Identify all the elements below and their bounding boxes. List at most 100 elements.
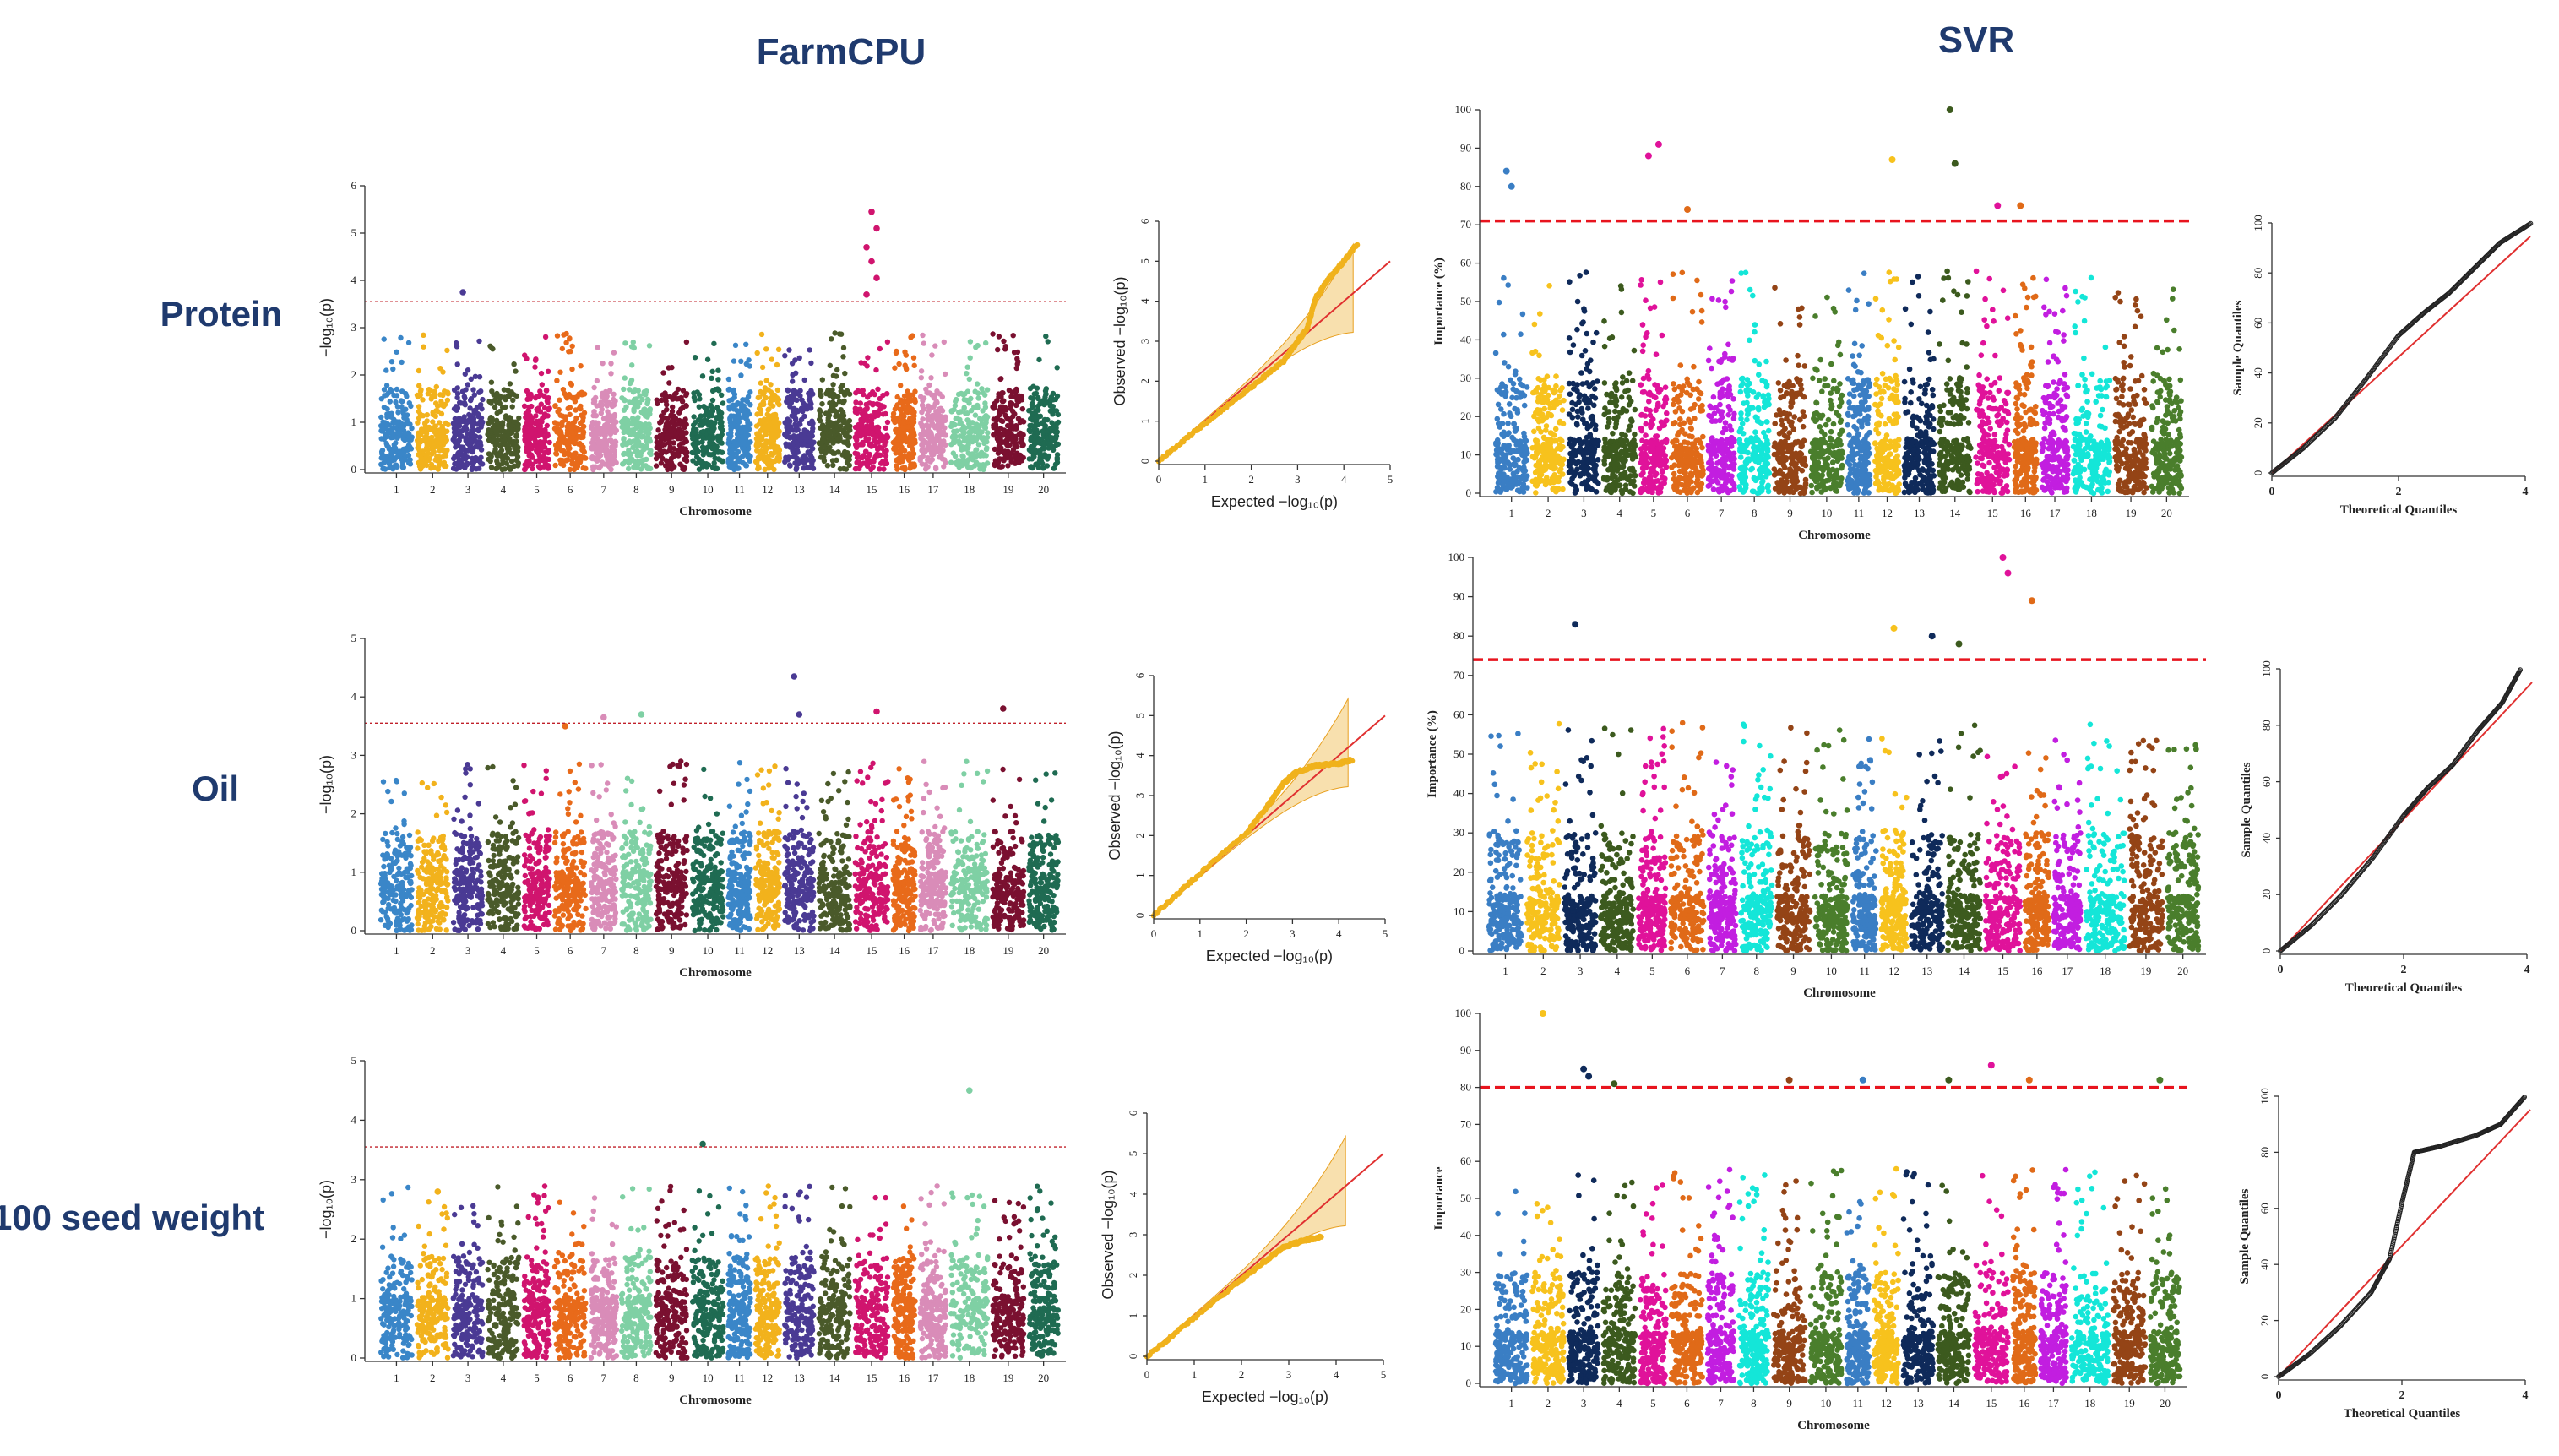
snp-point [622,375,628,381]
snp-point [964,371,970,377]
snp-point [608,437,614,443]
snp-point [1573,421,1580,427]
snp-point [774,361,780,368]
snp-point [416,448,422,454]
snp-point [1601,476,1607,482]
snp-point [1013,394,1019,400]
x-tick-label: 10 [703,483,714,496]
snp-point [689,449,695,456]
snp-point [443,420,449,426]
snp-point [819,432,826,437]
snp-point [1510,386,1516,393]
snp-point [433,437,440,443]
snp-point [898,383,904,388]
snp-point [1010,333,1016,339]
snp-point [1556,486,1562,492]
snp-point [920,398,926,404]
snp-point [1019,406,1026,412]
snp-point [975,395,981,401]
snp-point [612,398,618,405]
snp-point [1588,357,1594,364]
snp-point [680,440,687,446]
snp-point [611,458,618,465]
y-tick-label: 0 [1138,459,1151,465]
snp-point [1619,490,1626,497]
snp-point [1603,487,1610,493]
snp-point [666,440,672,446]
snp-point [840,413,847,419]
snp-point [1531,321,1538,328]
y-tick-label: 2 [1138,378,1151,384]
snp-point [883,410,888,417]
snp-point [884,435,890,441]
snp-point [1625,387,1632,394]
chromosome-19-points [990,331,1027,470]
snp-point [441,433,447,439]
snp-point [975,381,981,387]
snp-point [857,400,863,406]
snp-point [856,429,861,435]
snp-point [569,430,575,436]
snp-point [758,380,763,386]
snp-point [509,404,515,410]
chromosome-3-points [1566,269,1601,496]
snp-point [660,415,667,421]
snp-point [567,425,573,432]
snp-point [774,444,780,451]
snp-point [572,394,578,401]
snp-point [1027,464,1034,470]
snp-point [488,415,494,421]
snp-point [1501,410,1507,417]
snp-point [996,391,1002,397]
snp-point [717,433,723,439]
snp-point [606,423,612,429]
snp-point [475,427,481,434]
snp-point [807,405,813,411]
snp-point [398,334,404,341]
snp-point [676,426,682,432]
snp-point [1001,338,1007,345]
snp-point [791,436,797,442]
snp-point [798,459,804,465]
snp-point [1557,388,1564,394]
snp-point [736,411,742,417]
snp-point [420,397,426,403]
snp-point [1048,394,1055,400]
snp-point [499,466,505,473]
snp-point [1508,481,1515,486]
snp-point [637,393,643,399]
snp-point [407,461,414,467]
snp-point [631,464,637,470]
snp-point [1519,311,1526,318]
snp-point [971,463,978,469]
snp-point [546,464,551,470]
snp-point [423,445,430,451]
snp-point [1590,460,1596,466]
snp-point [835,394,841,399]
snp-point [745,432,752,438]
snp-point [1015,359,1021,365]
snp-point [712,420,718,426]
snp-point [769,465,774,470]
snp-point [767,414,773,421]
snp-point [943,459,948,465]
snp-point [732,342,739,348]
snp-point [579,427,585,434]
snp-point [568,435,573,441]
y-tick-label: 5 [351,226,357,239]
snp-point [934,416,940,422]
snp-point [598,410,604,416]
snp-point [444,397,451,403]
snp-point [552,462,558,469]
chromosome-16-points [890,333,918,473]
snp-point [1609,475,1615,481]
snp-point [471,433,477,440]
snp-point [711,340,717,346]
snp-point [525,459,531,465]
snp-point [589,454,595,460]
snp-point [697,416,703,422]
snp-point [899,420,906,426]
snp-point [493,429,499,436]
snp-point [480,419,486,426]
chromosome-13-points [782,347,817,472]
